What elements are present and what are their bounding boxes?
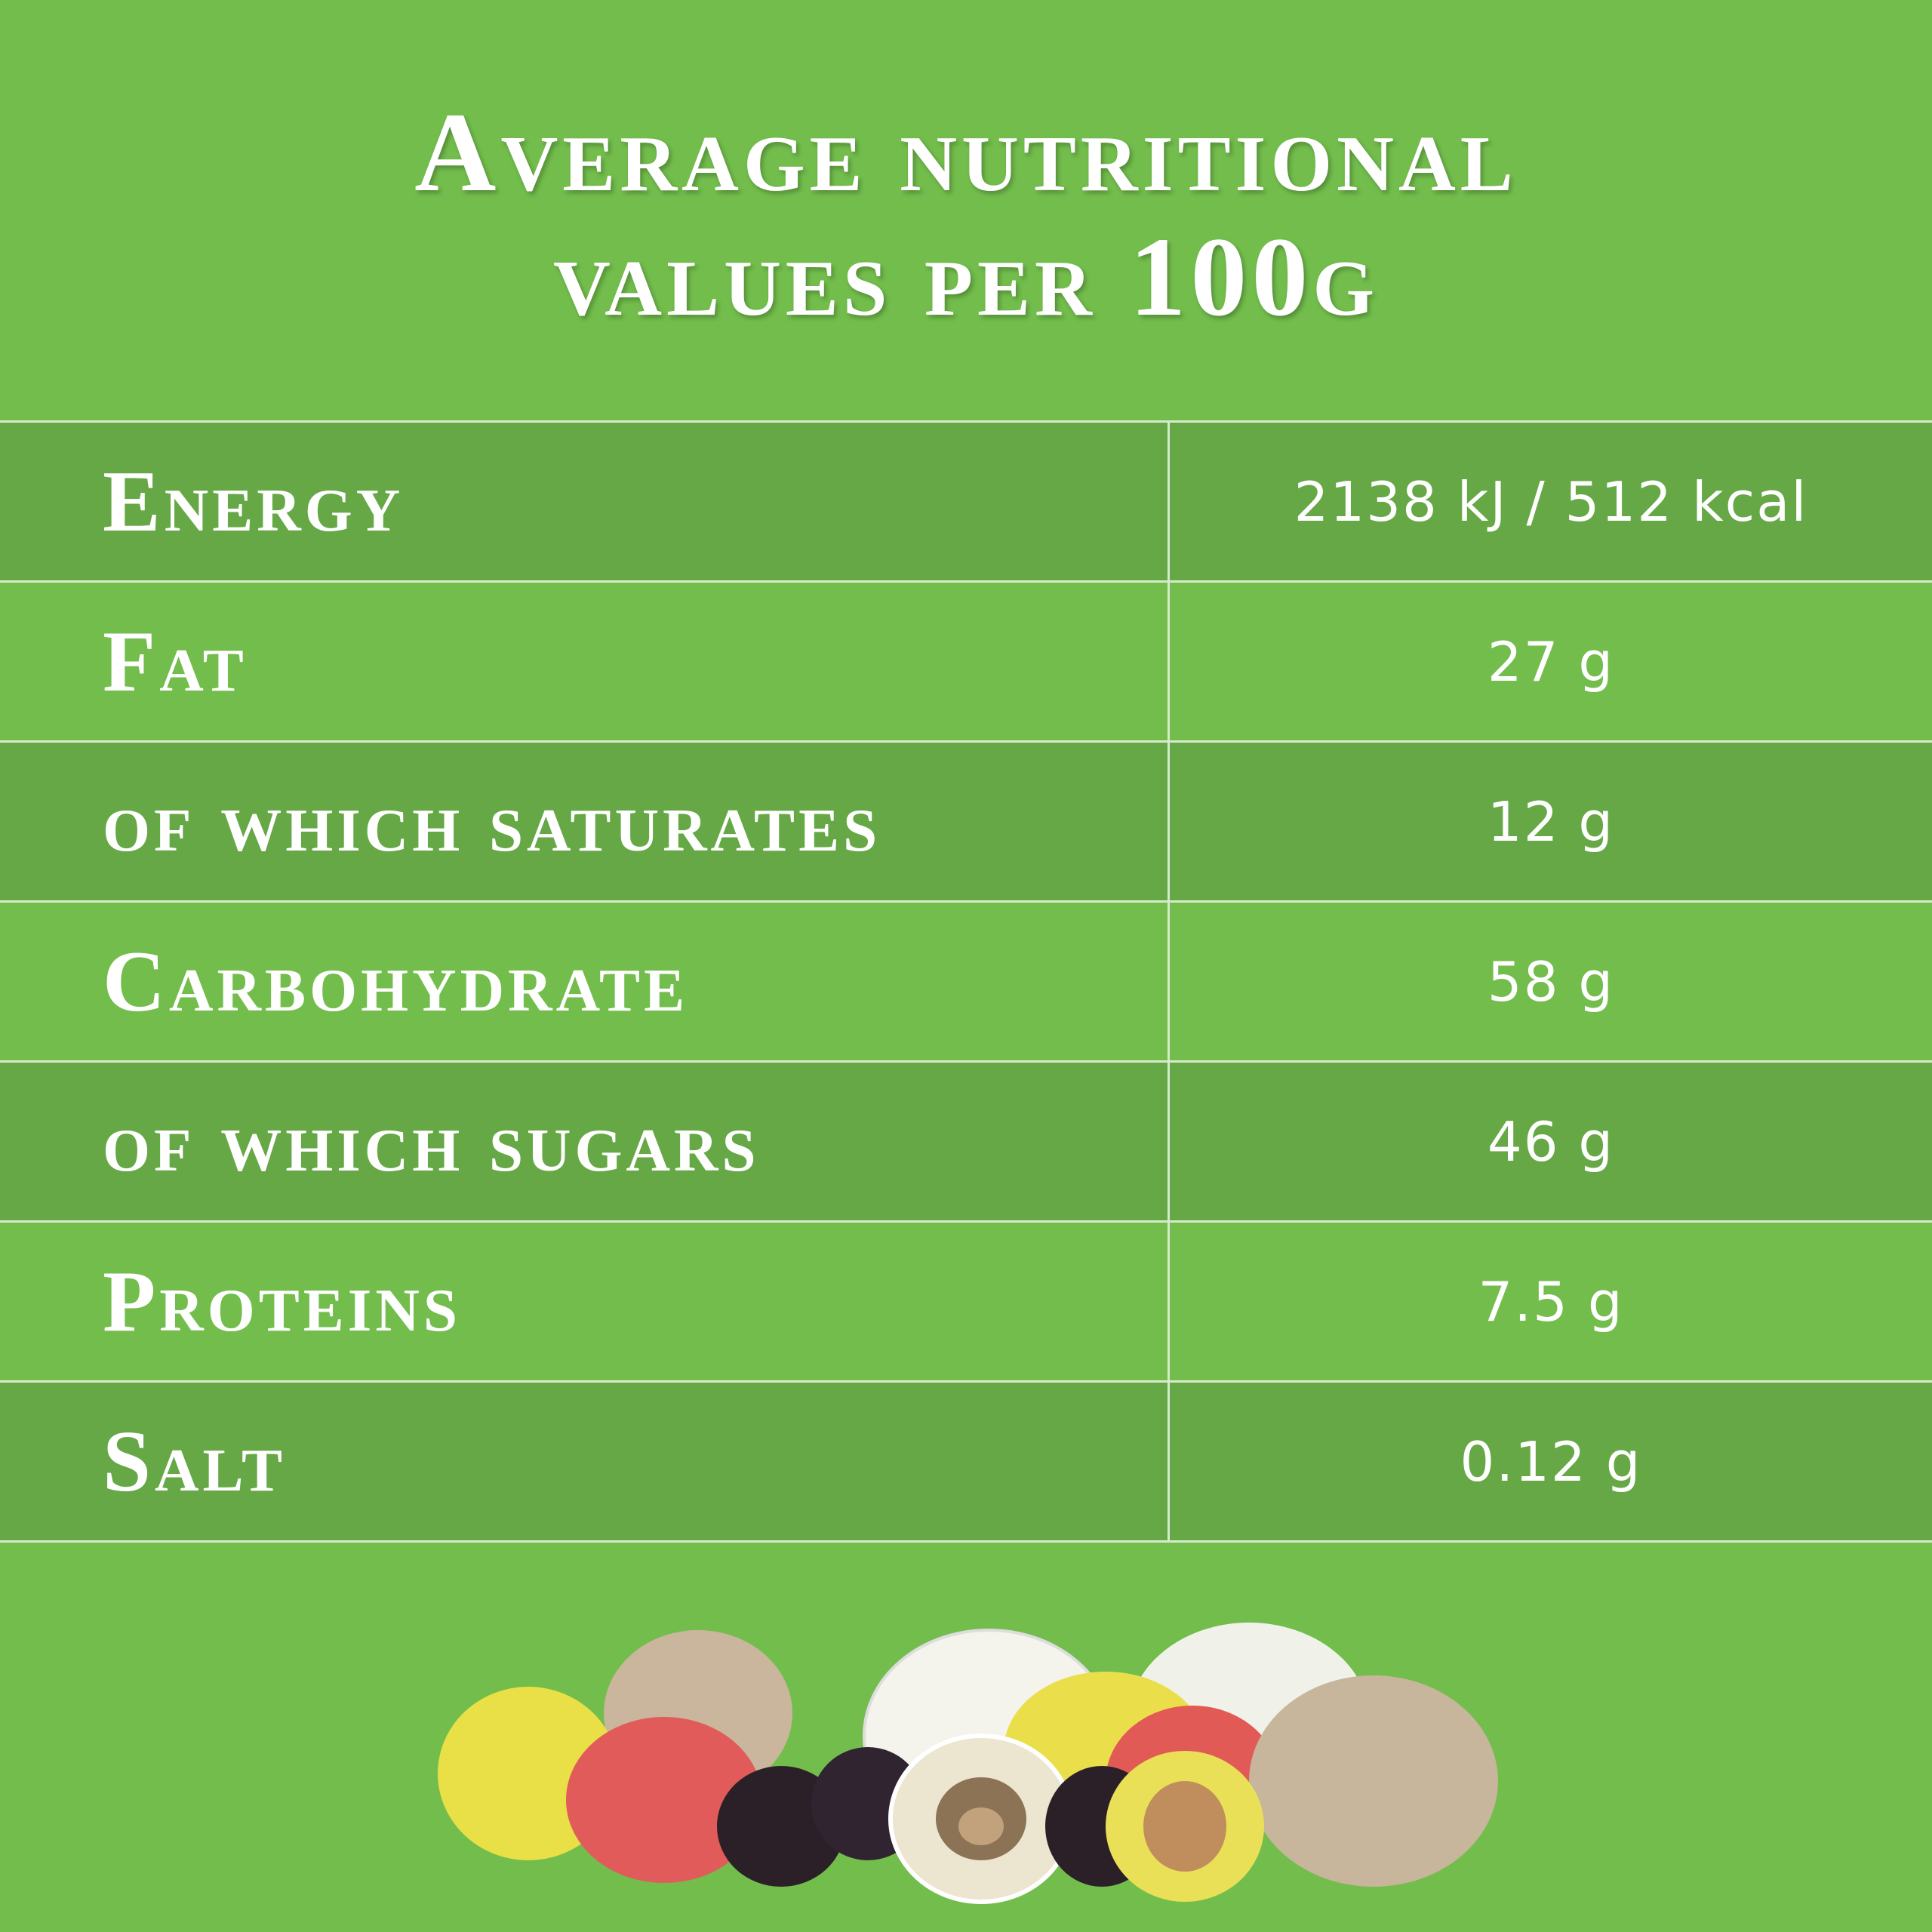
- table-row: of which sugars 46 g: [0, 1060, 1932, 1223]
- table-row: Salt 0.12 g: [0, 1380, 1932, 1543]
- nutrient-label: Carbohydrate: [0, 900, 1170, 1063]
- nutrient-value: 0.12 g: [1168, 1380, 1932, 1543]
- nutrient-label: Energy: [0, 420, 1170, 583]
- table-row: Energy 2138 kJ / 512 kcal: [0, 420, 1932, 583]
- nutrient-value: 27 g: [1168, 580, 1932, 743]
- candy-illustration: [438, 1623, 1498, 1904]
- nutrient-value: 2138 kJ / 512 kcal: [1168, 420, 1932, 583]
- nutrient-value: 46 g: [1168, 1060, 1932, 1223]
- nutrient-label: of which sugars: [0, 1060, 1170, 1223]
- nutrient-label: Salt: [0, 1380, 1170, 1543]
- nutrition-table: Energy 2138 kJ / 512 kcal Fat 27 g of which …: [0, 420, 1932, 1543]
- table-row: Proteins 7.5 g: [0, 1220, 1932, 1383]
- table-row: Fat 27 g: [0, 580, 1932, 743]
- nutrient-label: Proteins: [0, 1220, 1170, 1383]
- title: Average nutritional values per 100g: [0, 91, 1932, 340]
- table-row: Carbohydrate 58 g: [0, 900, 1932, 1063]
- nutrient-value: 58 g: [1168, 900, 1932, 1063]
- nutrient-label: Fat: [0, 580, 1170, 743]
- title-text: Average nutritional values per 100g: [414, 90, 1518, 340]
- nutrient-value: 12 g: [1168, 740, 1932, 903]
- table-row: of which saturates 12 g: [0, 740, 1932, 903]
- nutrient-value: 7.5 g: [1168, 1220, 1932, 1383]
- nutrient-label: of which saturates: [0, 740, 1170, 903]
